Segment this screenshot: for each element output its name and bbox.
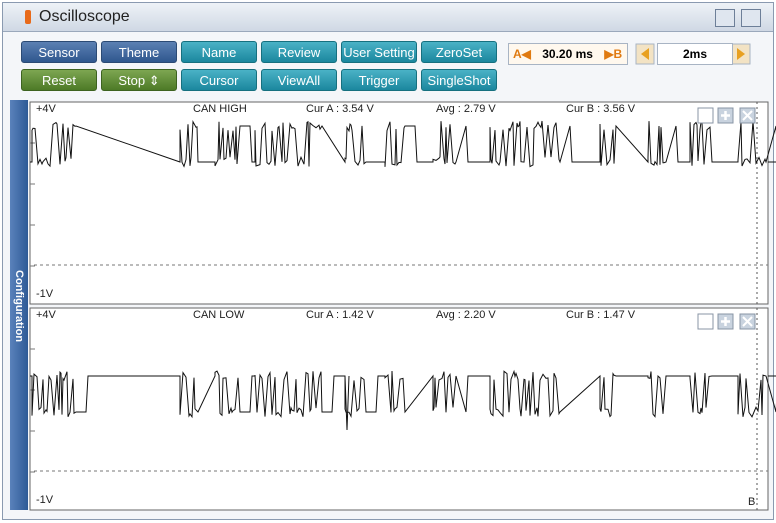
cursor-b[interactable]: ▶B xyxy=(604,47,623,61)
button[interactable]: Name xyxy=(181,41,257,63)
button[interactable]: ZeroSet xyxy=(421,41,497,63)
button[interactable]: ViewAll xyxy=(261,69,337,91)
prev-icon xyxy=(641,48,649,60)
scale-bottom: -1V xyxy=(36,494,54,506)
button[interactable]: User Setting xyxy=(341,41,417,63)
scale-top: +4V xyxy=(36,309,57,321)
button[interactable]: Cursor xyxy=(181,69,257,91)
close-icon xyxy=(742,110,753,121)
button[interactable]: Theme xyxy=(101,41,177,63)
cursor-a[interactable]: A◀ xyxy=(513,47,531,61)
cursor-b-value: Cur B : 3.56 V xyxy=(566,103,636,115)
checkbox[interactable] xyxy=(697,313,714,330)
cursor-time: 30.20 ms xyxy=(542,47,593,61)
waveform-spike xyxy=(344,375,350,431)
button[interactable]: Trigger xyxy=(341,69,417,91)
cursor-b-value: Cur B : 1.47 V xyxy=(566,309,636,321)
waveform xyxy=(30,369,776,419)
menu-button[interactable] xyxy=(741,9,761,27)
button[interactable]: Sensor xyxy=(21,41,97,63)
button[interactable]: SingleShot xyxy=(421,69,497,91)
scale-top: +4V xyxy=(36,103,57,115)
plus-icon xyxy=(721,317,730,326)
button[interactable]: Stop ⇕ xyxy=(101,69,177,91)
title-bar: Oscilloscope xyxy=(3,3,773,32)
channel-panel xyxy=(29,307,769,511)
close-icon xyxy=(742,316,753,327)
cursor-box: A◀ 30.20 ms ▶B xyxy=(508,43,628,65)
checkbox[interactable] xyxy=(697,107,714,124)
average-value: Avg : 2.20 V xyxy=(436,309,496,321)
plus-icon xyxy=(721,111,730,120)
next-icon xyxy=(737,48,745,60)
timebase-arrows xyxy=(635,43,751,65)
button[interactable]: Reset xyxy=(21,69,97,91)
button[interactable]: Review xyxy=(261,41,337,63)
sidebar-tab[interactable]: Configuration xyxy=(10,100,28,510)
timebase[interactable]: 2ms xyxy=(657,43,733,65)
waveform xyxy=(30,120,776,168)
cursor-a-value: Cur A : 1.42 V xyxy=(306,309,375,321)
cursor-a-value: Cur A : 3.54 V xyxy=(306,103,375,115)
channel-name: CAN LOW xyxy=(193,309,245,321)
average-value: Avg : 2.79 V xyxy=(436,103,496,115)
channel-name: CAN HIGH xyxy=(193,103,247,115)
window-button[interactable] xyxy=(715,9,735,27)
cursor-marker: B xyxy=(748,496,755,508)
scale-bottom: -1V xyxy=(36,288,54,300)
app-icon xyxy=(25,10,31,24)
channel-panel xyxy=(29,101,769,305)
window-title: Oscilloscope xyxy=(39,8,130,25)
